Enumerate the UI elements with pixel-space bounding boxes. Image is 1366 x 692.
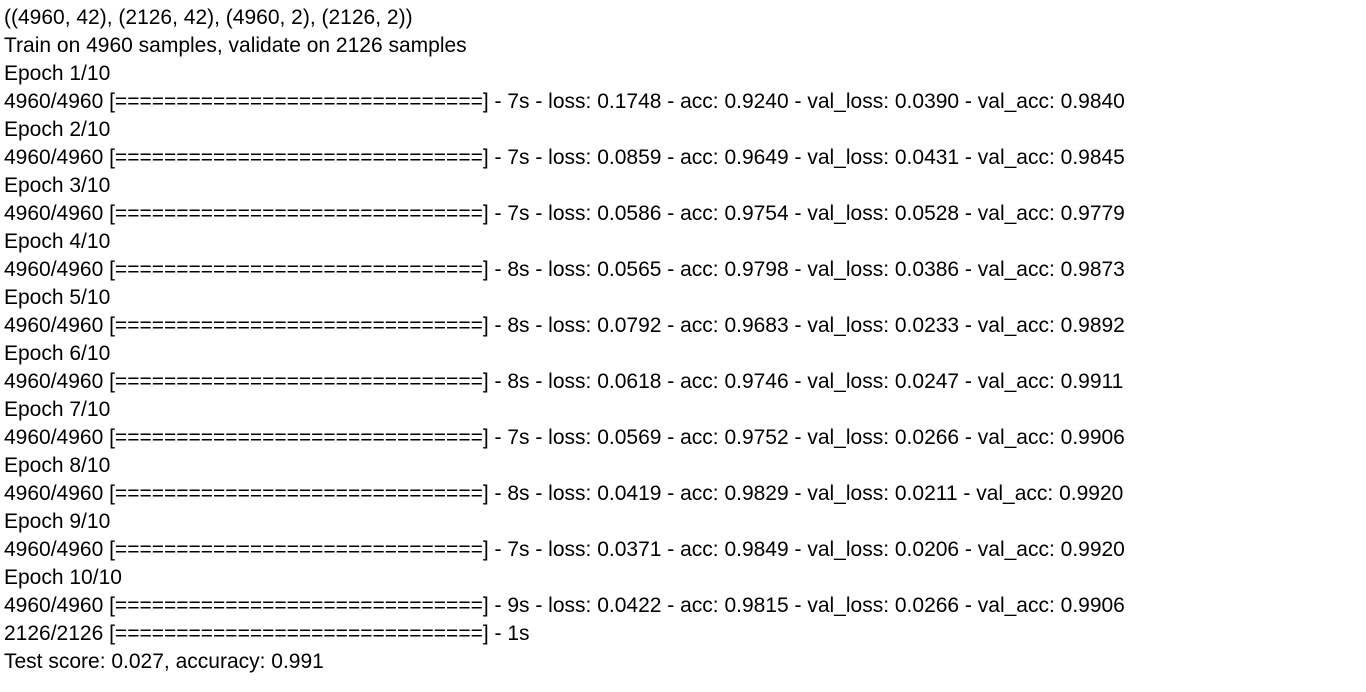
log-line: Epoch 4/10 [4, 230, 111, 253]
log-line: 4960/4960 [=============================… [4, 426, 1125, 449]
log-line: Epoch 8/10 [4, 454, 111, 477]
log-line: 4960/4960 [=============================… [4, 482, 1124, 505]
log-line: Test score: 0.027, accuracy: 0.991 [4, 650, 324, 673]
log-line: 4960/4960 [=============================… [4, 538, 1125, 561]
log-line: Epoch 10/10 [4, 566, 122, 589]
log-line: 4960/4960 [=============================… [4, 314, 1125, 337]
log-line: Train on 4960 samples, validate on 2126 … [4, 34, 467, 57]
log-line: Epoch 1/10 [4, 62, 111, 85]
log-line: 4960/4960 [=============================… [4, 258, 1125, 281]
log-line: Epoch 7/10 [4, 398, 111, 421]
log-line: 4960/4960 [=============================… [4, 370, 1124, 393]
output-log: ((4960, 42), (2126, 42), (4960, 2), (212… [4, 6, 1125, 673]
log-line: 4960/4960 [=============================… [4, 146, 1125, 169]
log-line: Epoch 3/10 [4, 174, 111, 197]
log-line: 2126/2126 [=============================… [4, 622, 530, 645]
log-line: Epoch 5/10 [4, 286, 111, 309]
log-line: ((4960, 42), (2126, 42), (4960, 2), (212… [4, 6, 413, 29]
log-line: Epoch 9/10 [4, 510, 111, 533]
log-line: Epoch 6/10 [4, 342, 111, 365]
log-line: 4960/4960 [=============================… [4, 594, 1125, 617]
log-line: 4960/4960 [=============================… [4, 202, 1125, 225]
log-line: Epoch 2/10 [4, 118, 111, 141]
log-line: 4960/4960 [=============================… [4, 90, 1125, 113]
